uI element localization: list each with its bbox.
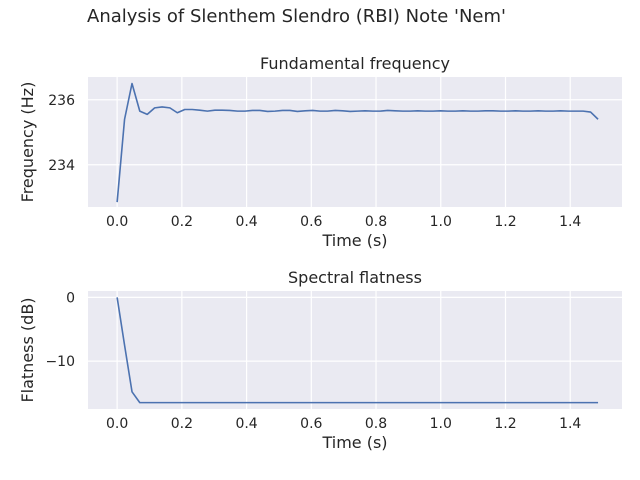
x-tick-label: 1.0	[430, 416, 452, 432]
x-axis-label: Time (s)	[321, 433, 387, 452]
x-tick-label: 0.2	[171, 416, 193, 432]
y-axis-label: Flatness (dB)	[18, 297, 37, 402]
y-tick-label: 236	[48, 93, 75, 109]
y-tick-label: 0	[66, 290, 75, 306]
x-tick-label: 1.2	[494, 214, 516, 230]
x-tick-label: 1.2	[494, 416, 516, 432]
x-tick-label: 0.6	[300, 416, 322, 432]
x-tick-label: 0.6	[300, 214, 322, 230]
x-tick-label: 0.4	[235, 416, 257, 432]
x-tick-label: 1.0	[430, 214, 452, 230]
y-tick-label: 234	[48, 158, 75, 174]
x-tick-label: 0.8	[365, 214, 387, 230]
x-tick-label: 0.2	[171, 214, 193, 230]
series-line	[116, 297, 599, 404]
y-axis-label: Frequency (Hz)	[18, 82, 37, 203]
plot-background	[88, 77, 622, 207]
subplot-title: Fundamental frequency	[260, 54, 450, 73]
plot-flatness: 0.0 0.2 0.4 0.6 0.8 1.0 1.2 1.4 0 −10 Spectral fla…	[18, 268, 622, 452]
x-axis-label: Time (s)	[321, 231, 387, 250]
plot-background	[88, 291, 622, 409]
x-tick-label: 0.0	[106, 214, 128, 230]
x-tick-label: 0.4	[235, 214, 257, 230]
y-tick-label: −10	[45, 354, 75, 370]
x-tick-label: 0.8	[365, 416, 387, 432]
x-tick-label: 0.0	[106, 416, 128, 432]
x-tick-label: 1.4	[559, 214, 581, 230]
figure-title: Analysis of Slenthem Slendro (RBI) Note …	[87, 6, 506, 27]
series-line	[116, 82, 599, 203]
x-tick-label: 1.4	[559, 416, 581, 432]
plot-frequency: 0.0 0.2 0.4 0.6 0.8 1.0 1.2 1.4 234 236 Fundamenta…	[18, 54, 622, 250]
subplot-title: Spectral flatness	[288, 268, 422, 287]
